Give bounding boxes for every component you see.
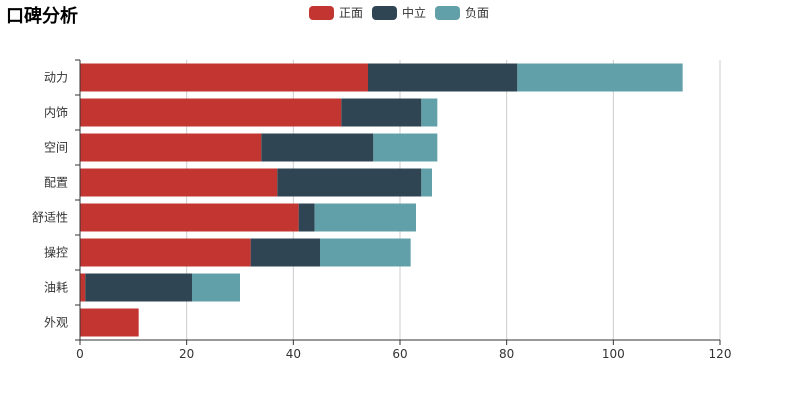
bar-中立-空间[interactable]	[261, 133, 374, 162]
x-tick-label: 40	[286, 347, 301, 361]
y-tick-label: 空间	[44, 141, 68, 155]
bar-负面-内饰[interactable]	[421, 98, 438, 127]
legend-label: 正面	[339, 6, 364, 20]
bar-中立-内饰[interactable]	[341, 98, 422, 127]
bar-负面-配置[interactable]	[421, 168, 432, 197]
y-tick-label: 舒适性	[32, 211, 68, 225]
y-tick-label: 配置	[44, 176, 68, 190]
y-tick-label: 内饰	[44, 106, 68, 120]
legend-label: 中立	[402, 6, 427, 20]
bar-负面-空间[interactable]	[373, 133, 438, 162]
bar-正面-舒适性[interactable]	[80, 203, 299, 232]
y-tick-label: 油耗	[44, 281, 68, 295]
x-tick-label: 120	[709, 347, 732, 361]
x-tick-label: 20	[179, 347, 194, 361]
bar-中立-配置[interactable]	[277, 168, 422, 197]
y-tick-label: 外观	[44, 316, 68, 330]
legend: 正面 中立 负面	[309, 4, 498, 21]
bar-负面-油耗[interactable]	[192, 273, 240, 302]
bar-正面-内饰[interactable]	[80, 98, 342, 127]
legend-label: 负面	[465, 6, 490, 20]
legend-item-正面[interactable]: 正面	[309, 4, 363, 21]
bar-正面-外观[interactable]	[80, 308, 139, 337]
x-tick-label: 80	[499, 347, 514, 361]
bar-正面-油耗[interactable]	[80, 273, 86, 302]
bar-负面-动力[interactable]	[517, 63, 683, 92]
y-tick-label: 动力	[44, 71, 68, 85]
bar-中立-操控[interactable]	[250, 238, 320, 267]
x-tick-label: 60	[392, 347, 407, 361]
legend-swatch	[435, 5, 461, 20]
bar-中立-舒适性[interactable]	[298, 203, 315, 232]
bar-负面-操控[interactable]	[320, 238, 411, 267]
legend-swatch	[309, 5, 334, 20]
y-tick-label: 操控	[44, 245, 68, 260]
legend-swatch	[372, 5, 398, 20]
bar-正面-动力[interactable]	[80, 63, 368, 92]
x-tick-label: 0	[76, 347, 84, 361]
x-tick-label: 100	[602, 347, 625, 361]
chart-title: 口碑分析	[6, 6, 78, 27]
bar-负面-舒适性[interactable]	[314, 203, 416, 232]
bar-中立-油耗[interactable]	[85, 273, 192, 302]
legend-item-负面[interactable]: 负面	[435, 4, 489, 21]
bar-正面-空间[interactable]	[80, 133, 262, 162]
bar-正面-操控[interactable]	[80, 238, 251, 267]
legend-item-中立[interactable]: 中立	[372, 4, 426, 21]
bar-正面-配置[interactable]	[80, 168, 278, 197]
bar-中立-动力[interactable]	[368, 63, 518, 92]
